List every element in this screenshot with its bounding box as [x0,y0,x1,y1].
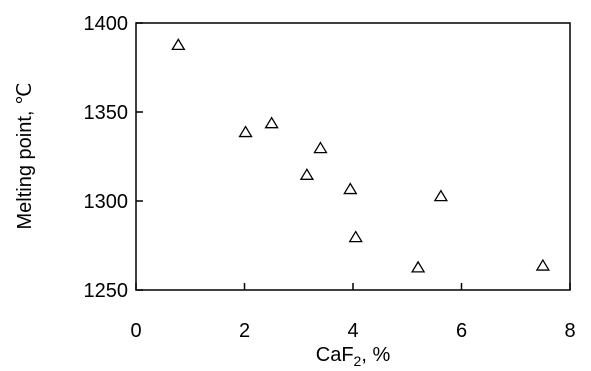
x-tick-label: 6 [456,320,467,342]
data-point-triangle [343,182,358,195]
x-axis-title-rest: , % [361,344,390,366]
y-axis-title: Melting point, ℃ [14,83,36,230]
data-point-triangle [238,125,253,138]
plot-frame [135,22,571,291]
data-point-triangle [299,168,315,180]
x-tick-label: 0 [130,320,141,342]
data-point-triangle [535,258,551,271]
data-point-triangle [410,260,426,273]
data-point-triangle [264,116,279,129]
x-tick-label: 8 [564,320,575,342]
y-tick-label: 1300 [84,191,129,213]
x-axis-ticks: 0 2 4 6 8 [130,283,576,342]
x-tick-label: 4 [347,320,358,342]
y-tick-label: 1350 [84,102,129,124]
x-axis-title-subscript: 2 [354,353,362,369]
data-point-triangle [171,38,186,51]
data-point-triangle [313,141,328,154]
y-tick-label: 1400 [84,13,129,35]
x-axis-title-main: CaF [316,344,354,366]
data-point-triangle [348,230,363,243]
data-point-triangle [433,189,449,202]
y-tick-label: 1250 [84,280,129,302]
y-axis-ticks: 1250 1300 1350 1400 [84,13,143,302]
x-axis-title: CaF2, % [316,344,391,369]
x-tick-label: 2 [239,320,250,342]
data-points [171,38,551,273]
